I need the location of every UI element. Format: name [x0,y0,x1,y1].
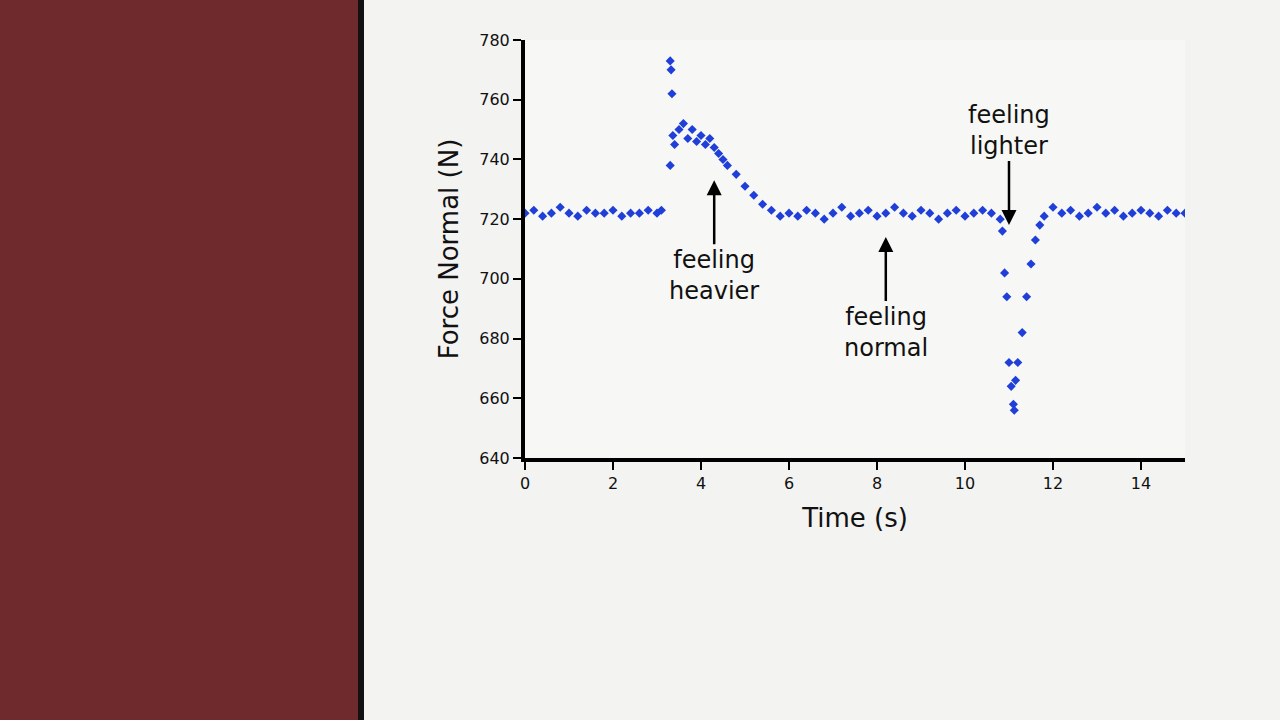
svg-text:8: 8 [872,474,882,493]
svg-text:780: 780 [479,31,510,50]
svg-text:6: 6 [784,474,794,493]
svg-text:feelingheavier: feelingheavier [669,246,759,305]
svg-text:Force Normal (N): Force Normal (N) [434,139,464,360]
svg-text:12: 12 [1043,474,1063,493]
svg-text:700: 700 [479,269,510,288]
svg-text:660: 660 [479,389,510,408]
svg-text:Time (s): Time (s) [801,503,908,533]
svg-text:10: 10 [955,474,975,493]
svg-text:14: 14 [1131,474,1151,493]
svg-text:feelinglighter: feelinglighter [968,101,1050,160]
svg-text:680: 680 [479,329,510,348]
svg-text:4: 4 [696,474,706,493]
svg-text:640: 640 [479,449,510,468]
svg-text:0: 0 [520,474,530,493]
svg-text:740: 740 [479,150,510,169]
svg-text:2: 2 [608,474,618,493]
svg-text:feelingnormal: feelingnormal [844,303,928,362]
svg-text:760: 760 [479,90,510,109]
svg-text:720: 720 [479,210,510,229]
